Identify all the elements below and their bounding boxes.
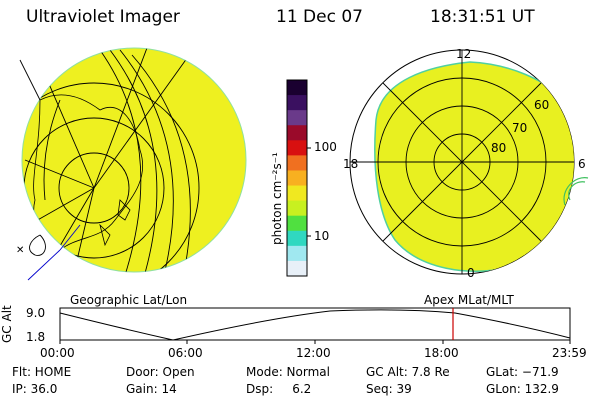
lat-label-70: 70 — [512, 121, 528, 135]
dsp-status: Dsp: 6.2 — [246, 382, 312, 396]
gc-alt-status: GC Alt: 7.8 Re — [366, 365, 450, 379]
colorbar-tick-10: 10 — [314, 229, 330, 243]
timeline-axis-label: GC Alt — [0, 305, 14, 343]
gain-status: Gain: 14 — [126, 382, 177, 396]
colorbar-segment — [287, 170, 307, 187]
lat-label-80: 80 — [491, 141, 507, 155]
timeline-ytick-bottom: 1.8 — [26, 330, 46, 344]
timeline-xtick-3: 18:00 — [424, 346, 459, 360]
altitude-curve — [59, 309, 571, 341]
timeline-xtick-4: 23:59 — [552, 346, 587, 360]
mlt-label-6: 6 — [578, 157, 586, 171]
flight-status: Flt: HOME — [12, 365, 72, 379]
colorbar-segment — [287, 155, 307, 171]
colorbar-segment — [287, 110, 307, 126]
colorbar-segment — [287, 125, 307, 141]
colorbar-segment — [287, 260, 307, 277]
seq-status: Seq: 39 — [366, 382, 412, 396]
mlt-label-18: 18 — [343, 157, 359, 171]
colorbar-segment — [287, 245, 307, 262]
colorbar-segment — [287, 230, 307, 247]
colorbar-segment — [287, 215, 307, 232]
glon-status: GLon: 132.9 — [486, 382, 559, 396]
timeline-xtick-1: 06:00 — [168, 346, 203, 360]
timeline-xtick-2: 12:00 — [296, 346, 331, 360]
apex-image-region — [374, 61, 574, 272]
colorbar-segment — [287, 200, 307, 217]
geographic-grid — [22, 48, 201, 272]
colorbar-unit-label: photon cm⁻²s⁻¹ — [270, 152, 284, 245]
glat-status: GLat: −71.9 — [486, 365, 559, 379]
colorbar-frame — [286, 79, 308, 277]
geographic-map-panel: ✕ — [16, 47, 247, 281]
time-readout: 18:31:51 UT — [430, 7, 535, 27]
colorbar-segment — [287, 185, 307, 202]
mlt-label-0: 0 — [467, 266, 475, 280]
ip-status: IP: 36.0 — [12, 382, 58, 396]
right-panel-label: Apex MLat/MLT — [424, 293, 514, 307]
apex-grid — [350, 50, 574, 274]
date-readout: 11 Dec 07 — [276, 7, 363, 27]
timeline-xtick-0: 00:00 — [40, 346, 75, 360]
apex-map-panel — [349, 49, 589, 275]
window-title: Ultraviolet Imager — [26, 7, 180, 27]
colorbar-tick-100: 100 — [314, 140, 337, 154]
left-panel-label: Geographic Lat/Lon — [70, 293, 188, 307]
colorbar — [286, 79, 311, 277]
colorbar-segment — [287, 80, 307, 96]
svg-text:✕: ✕ — [16, 245, 24, 256]
mode-status: Mode: Normal — [246, 365, 330, 379]
mlt-label-12: 12 — [456, 47, 472, 61]
colorbar-segment — [287, 95, 307, 111]
orbit-timeline — [59, 307, 571, 344]
door-status: Door: Open — [126, 365, 195, 379]
lat-label-60: 60 — [534, 98, 550, 112]
colorbar-segment — [287, 140, 307, 156]
timeline-ytick-top: 9.0 — [26, 306, 46, 320]
